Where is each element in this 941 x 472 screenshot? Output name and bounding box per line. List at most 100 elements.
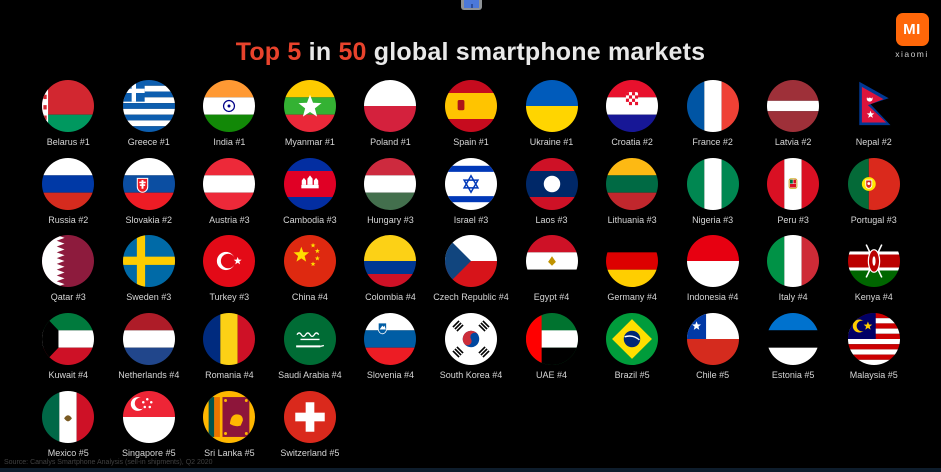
market-austria: Austria #3 [189,157,270,236]
cutoff-app-icon-notch [470,4,473,8]
market-brazil: Brazil #5 [592,313,673,391]
market-ukraine: Ukraine #1 [511,80,592,158]
market-label-estonia: Estonia #5 [771,370,815,381]
market-label-greece: Greece #1 [127,137,170,147]
flag-ukraine-icon [525,80,578,132]
flag-belarus-icon [42,80,95,132]
flag-lithuania-icon [606,157,659,210]
market-latvia: Latvia #2 [753,80,834,158]
market-indonesia: Indonesia #4 [672,235,753,313]
flag-cambodia-icon [283,157,336,210]
market-label-germany: Germany #4 [607,292,657,303]
market-kenya: Kenya #4 [833,235,914,313]
market-italy: Italy #4 [753,235,834,313]
market-belarus: Belarus #1 [28,80,109,158]
market-label-kenya: Kenya #4 [854,292,893,303]
flag-portugal-icon [847,157,900,210]
market-label-russia: Russia #2 [48,214,89,225]
market-label-austria: Austria #3 [209,214,250,225]
flag-russia-icon [42,157,95,210]
market-laos: Laos #3 [511,157,592,236]
market-kuwait: Kuwait #4 [28,313,109,391]
flag-saudi-arabia-icon [283,313,336,366]
market-slovakia: Slovakia #2 [109,157,190,236]
flag-poland-icon [364,80,417,132]
flag-switzerland-icon [283,390,336,443]
market-china: China #4 [270,235,351,313]
market-label-egypt: Egypt #4 [533,292,570,303]
flag-malaysia-icon [847,313,900,366]
market-label-hungary: Hungary #3 [367,214,414,225]
market-colombia: Colombia #4 [350,235,431,313]
market-label-uae: UAE #4 [536,370,568,381]
market-label-chile: Chile #5 [696,370,730,381]
flag-india-icon [203,80,256,132]
market-slovenia: Slovenia #4 [350,313,431,391]
market-label-switzerland: Switzerland #5 [280,447,340,458]
market-label-south-korea: South Korea #4 [439,370,503,381]
market-label-singapore: Singapore #5 [122,447,176,458]
flag-turkey-icon [203,235,256,288]
market-india: India #1 [189,80,270,158]
market-label-peru: Peru #3 [777,214,809,225]
market-sri-lanka: Sri Lanka #5 [189,390,270,469]
flag-peru-icon [767,157,820,210]
flag-brazil-icon [606,313,659,366]
flag-nigeria-icon [686,157,739,210]
flag-romania-icon [203,313,256,366]
flag-china-icon [283,235,336,288]
flag-singapore-icon [122,390,175,443]
flag-kuwait-icon [42,313,95,366]
flag-hungary-icon [364,157,417,210]
title-accent-top5: Top 5 [235,37,309,66]
market-poland: Poland #1 [350,80,431,158]
market-estonia: Estonia #5 [753,313,834,391]
market-label-portugal: Portugal #3 [850,214,897,225]
market-label-india: India #1 [213,137,246,147]
flag-netherlands-icon [122,313,175,366]
flag-croatia-icon [606,80,659,132]
market-label-malaysia: Malaysia #5 [849,370,898,381]
title-accent-50: 50 [338,37,374,66]
market-label-czech-republic: Czech Republic #4 [433,292,509,303]
flag-indonesia-icon [686,235,739,288]
flag-uae-icon [525,313,578,366]
flag-estonia-icon [767,313,820,366]
flag-south-korea-icon [444,313,497,366]
mi-logo-text: MI [903,21,921,38]
flag-qatar-icon [42,235,95,288]
market-label-nigeria: Nigeria #3 [692,214,734,225]
market-romania: Romania #4 [189,313,270,391]
market-switzerland: Switzerland #5 [270,390,351,469]
market-label-qatar: Qatar #3 [50,292,86,303]
market-mexico: Mexico #5 [28,390,109,469]
flag-spain-icon [444,80,497,132]
market-lithuania: Lithuania #3 [592,157,673,236]
market-peru: Peru #3 [753,157,834,236]
market-croatia: Croatia #2 [592,80,673,158]
market-label-laos: Laos #3 [535,214,568,225]
market-spain: Spain #1 [431,80,512,158]
flag-latvia-icon [767,80,820,132]
flag-chile-icon [686,313,739,366]
market-chile: Chile #5 [672,313,753,391]
market-nigeria: Nigeria #3 [672,157,753,236]
market-russia: Russia #2 [28,157,109,236]
flag-slovenia-icon [364,313,417,366]
market-germany: Germany #4 [592,235,673,313]
market-czech-republic: Czech Republic #4 [431,235,512,313]
market-label-romania: Romania #4 [205,370,254,381]
market-label-belarus: Belarus #1 [46,137,90,147]
market-qatar: Qatar #3 [28,235,109,313]
market-label-saudi-arabia: Saudi Arabia #4 [278,370,342,381]
market-label-cambodia: Cambodia #3 [283,214,337,225]
market-portugal: Portugal #3 [833,157,914,236]
market-sweden: Sweden #3 [109,235,190,313]
market-malaysia: Malaysia #5 [833,313,914,391]
flag-greece-icon [122,80,175,132]
flag-egypt-icon [525,235,578,288]
market-turkey: Turkey #3 [189,235,270,313]
flag-sri-lanka-icon [203,390,256,443]
market-label-indonesia: Indonesia #4 [686,292,739,303]
